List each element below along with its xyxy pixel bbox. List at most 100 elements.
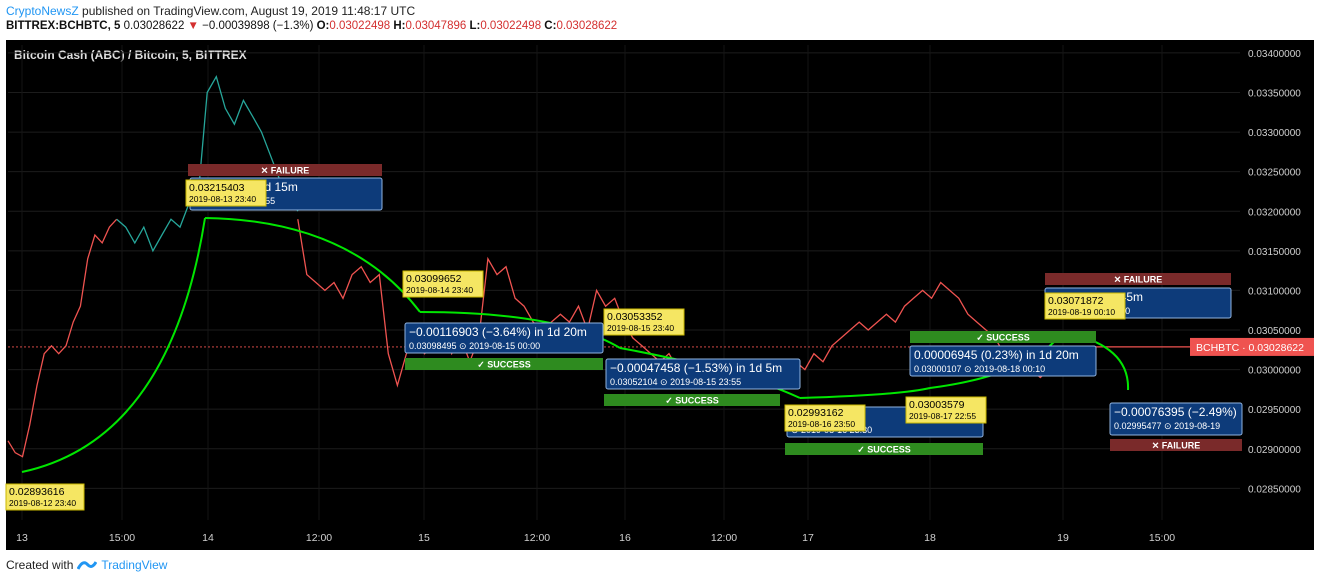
result-badge-label: ✕ FAILURE xyxy=(1114,275,1163,285)
start-price-value: 0.02893616 xyxy=(9,486,65,498)
projection-arrow xyxy=(21,217,206,473)
start-price-value: 0.03003579 xyxy=(909,399,965,411)
y-tick-label: 0.02850000 xyxy=(1248,484,1301,495)
y-tick-label: 0.03000000 xyxy=(1248,366,1301,377)
x-tick-label: 18 xyxy=(924,532,936,544)
start-price-label xyxy=(402,270,484,298)
start-price-label xyxy=(5,483,85,511)
publication-header: CryptoNewsZ published on TradingView.com… xyxy=(6,4,415,18)
projection-arrow xyxy=(204,217,421,313)
x-tick-label: 13 xyxy=(16,532,28,544)
start-price-value: 0.03215403 xyxy=(189,182,245,194)
x-tick-label: 16 xyxy=(619,532,631,544)
result-badge xyxy=(1110,439,1242,451)
current-price-label: BCHBTC · 0.03028622 xyxy=(1196,342,1304,354)
result-badge xyxy=(188,164,382,176)
start-price-value: 0.03071872 xyxy=(1048,295,1104,307)
result-badge xyxy=(604,394,780,406)
start-price-value: 0.03099652 xyxy=(406,273,462,285)
x-tick-label: 12:00 xyxy=(524,532,550,544)
projection-info-box xyxy=(605,358,801,390)
published-text: published on TradingView.com, August 19,… xyxy=(82,4,416,18)
start-price-date: 2019-08-17 22:55 xyxy=(909,411,976,421)
start-price-date: 2019-08-14 23:40 xyxy=(406,285,473,295)
low-value: 0.03022498 xyxy=(480,20,542,32)
result-badge-label: ✓ SUCCESS xyxy=(857,445,911,455)
start-price-label xyxy=(1044,292,1126,320)
projection-end: 0.02995477 ⊙ 2019-08-19 xyxy=(1114,421,1220,431)
y-tick-label: 0.03250000 xyxy=(1248,168,1301,179)
down-arrow-icon: ▼ xyxy=(187,20,199,32)
x-tick-label: 12:00 xyxy=(306,532,332,544)
projection-change: −0.00047458 (−1.53%) in 1d 5m xyxy=(610,361,782,375)
start-price-label xyxy=(185,179,267,207)
projection-info-box xyxy=(404,322,604,354)
symbol-header: BITTREX:BCHBTC, 5 0.03028622 ▼ −0.000398… xyxy=(6,20,617,32)
tradingview-logo-icon xyxy=(77,561,98,570)
x-tick-label: 15 xyxy=(418,532,430,544)
projection-info-box xyxy=(1109,402,1243,436)
start-price-date: 2019-08-15 23:40 xyxy=(607,323,674,333)
projection-info-box xyxy=(909,345,1097,377)
projection-change: −0.00076395 (−2.49%) xyxy=(1114,405,1237,419)
result-badge xyxy=(1045,273,1231,285)
y-tick-label: 0.03050000 xyxy=(1248,326,1301,337)
projection-end: 0.03052104 ⊙ 2019-08-15 23:55 xyxy=(610,377,741,387)
x-tick-label: 15:00 xyxy=(1149,532,1175,544)
symbol-label: BITTREX:BCHBTC, 5 xyxy=(6,20,121,32)
footer: Created with TradingView xyxy=(6,558,167,572)
tradingview-link[interactable]: TradingView xyxy=(101,558,168,572)
start-price-label xyxy=(905,396,987,424)
price-series-line xyxy=(116,75,299,253)
created-with-label: Created with xyxy=(6,558,74,572)
close-label: C: xyxy=(544,20,557,32)
result-badge-label: ✓ SUCCESS xyxy=(477,360,531,370)
close-value: 0.03028622 xyxy=(556,20,618,32)
start-price-date: 2019-08-12 23:40 xyxy=(9,498,76,508)
x-tick-label: 17 xyxy=(802,532,814,544)
projection-end: 0.03000107 ⊙ 2019-08-18 00:10 xyxy=(914,364,1045,374)
high-label: H: xyxy=(393,20,406,32)
high-value: 0.03047896 xyxy=(405,20,467,32)
y-tick-label: 0.03350000 xyxy=(1248,89,1301,100)
start-price-value: 0.02993162 xyxy=(788,407,844,419)
projection-end: 0.03098495 ⊙ 2019-08-15 00:00 xyxy=(409,341,540,351)
start-price-date: 2019-08-16 23:50 xyxy=(788,419,855,429)
current-price-tag xyxy=(1190,337,1314,356)
y-tick-label: 0.03400000 xyxy=(1248,49,1301,60)
start-price-label xyxy=(784,404,866,432)
result-badge-label: ✕ FAILURE xyxy=(261,166,310,176)
result-badge xyxy=(405,358,603,370)
chart-title: Bitcoin Cash (ABC) / Bitcoin, 5, BITTREX xyxy=(14,48,247,62)
result-badge xyxy=(785,443,983,455)
result-badge-label: ✕ FAILURE xyxy=(1152,441,1201,451)
open-label: O: xyxy=(316,20,330,32)
result-badge-label: ✓ SUCCESS xyxy=(665,396,719,406)
projection-change: 0.00006945 (0.23%) in 1d 20m xyxy=(914,348,1079,362)
low-label: L: xyxy=(469,20,481,32)
y-tick-label: 0.03100000 xyxy=(1248,286,1301,297)
author-link[interactable]: CryptoNewsZ xyxy=(6,4,79,18)
price-change: −0.00039898 (−1.3%) xyxy=(202,20,314,32)
y-tick-label: 0.02900000 xyxy=(1248,445,1301,456)
price-series-line xyxy=(7,218,118,458)
x-tick-label: 19 xyxy=(1057,532,1069,544)
result-badge-label: ✓ SUCCESS xyxy=(976,333,1030,343)
x-tick-label: 14 xyxy=(202,532,214,544)
y-tick-label: 0.03200000 xyxy=(1248,207,1301,218)
start-price-label xyxy=(603,308,685,336)
open-value: 0.03022498 xyxy=(329,20,391,32)
result-badge xyxy=(910,331,1096,343)
projection-change: −0.00116903 (−3.64%) in 1d 20m xyxy=(409,325,587,339)
last-price: 0.03028622 xyxy=(123,20,185,32)
x-tick-label: 12:00 xyxy=(711,532,737,544)
projection-arrow xyxy=(419,311,621,349)
projection-arrow xyxy=(799,387,931,399)
start-price-date: 2019-08-19 00:10 xyxy=(1048,307,1115,317)
start-price-date: 2019-08-13 23:40 xyxy=(189,194,256,204)
x-tick-label: 15:00 xyxy=(109,532,135,544)
y-tick-label: 0.03150000 xyxy=(1248,247,1301,258)
y-tick-label: 0.02950000 xyxy=(1248,405,1301,416)
y-tick-label: 0.03300000 xyxy=(1248,128,1301,139)
